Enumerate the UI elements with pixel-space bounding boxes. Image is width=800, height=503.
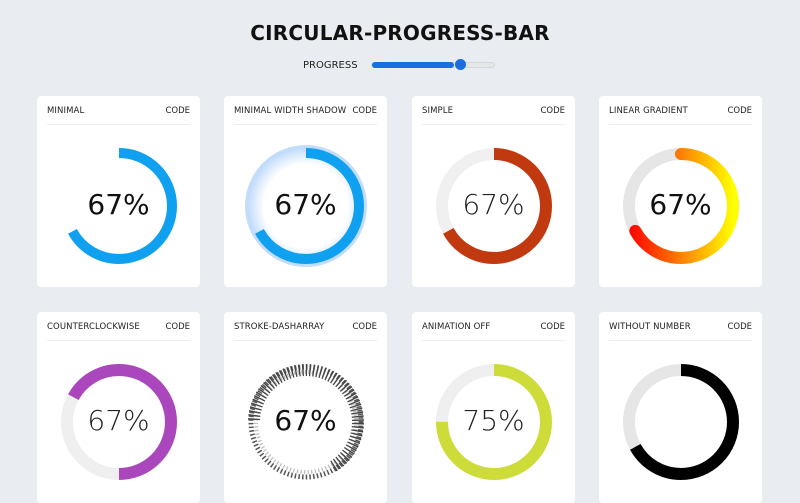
card-simple: SIMPLE CODE 67% (412, 96, 575, 287)
slider-fill (372, 62, 454, 68)
card-linear-gradient: LINEAR GRADIENT CODE 67% (599, 96, 762, 287)
card-minimal: MINIMAL CODE 67% (37, 96, 200, 287)
percent-value: 67% (87, 188, 150, 221)
code-link[interactable]: CODE (727, 106, 752, 116)
code-link[interactable]: CODE (540, 106, 565, 116)
card-title: COUNTERCLOCKWISE (47, 322, 140, 332)
page-title: CIRCULAR-PROGRESS-BAR (250, 21, 550, 45)
progress-ring (436, 148, 552, 264)
card-animation-off: ANIMATION OFF CODE 75% (412, 312, 575, 503)
percent-value: 67% (274, 404, 337, 437)
slider-thumb[interactable] (455, 59, 467, 70)
percent-value: 67% (462, 188, 525, 221)
code-link[interactable]: CODE (727, 322, 752, 332)
code-link[interactable]: CODE (165, 106, 190, 116)
card-title: WITHOUT NUMBER (609, 322, 691, 332)
card-title: MINIMAL WIDTH SHADOW (234, 106, 347, 116)
card-stroke-dasharray: STROKE-DASHARRAY CODE 67% (224, 312, 387, 503)
progress-ring (623, 364, 739, 480)
percent-value: 67% (274, 188, 337, 221)
percent-value: 67% (649, 188, 712, 221)
card-title: SIMPLE (422, 106, 454, 116)
card-title: MINIMAL (47, 106, 85, 116)
progress-ring (61, 148, 177, 264)
code-link[interactable]: CODE (540, 322, 565, 332)
progress-ring (245, 145, 367, 267)
card-minimal-width-shadow: MINIMAL WIDTH SHADOW CODE 67% (224, 96, 387, 287)
card-title: ANIMATION OFF (422, 322, 491, 332)
code-link[interactable]: CODE (352, 322, 377, 332)
card-title: STROKE-DASHARRAY (234, 322, 325, 332)
progress-label: PROGRESS (303, 59, 358, 71)
progress-control: PROGRESS (303, 58, 495, 72)
progress-slider[interactable] (371, 59, 495, 70)
code-link[interactable]: CODE (352, 106, 377, 116)
card-title: LINEAR GRADIENT (609, 106, 688, 116)
code-link[interactable]: CODE (165, 322, 190, 332)
card-counterclockwise: COUNTERCLOCKWISE CODE 67% (37, 312, 200, 503)
progress-ring (623, 148, 739, 264)
percent-value: 75% (462, 404, 525, 437)
percent-value: 67% (87, 404, 150, 437)
card-without-number: WITHOUT NUMBER CODE (599, 312, 762, 503)
